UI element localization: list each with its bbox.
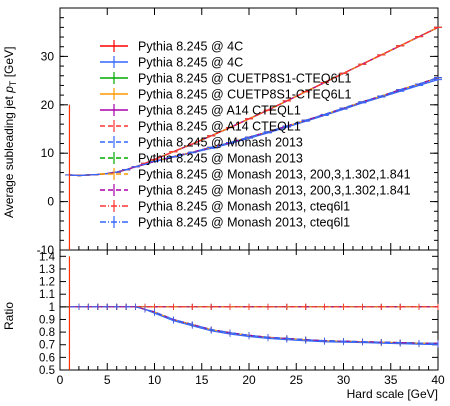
- top-y-axis-label: Average subleading jet pT [GeV]: [2, 47, 18, 218]
- x-tick-label: 5: [104, 373, 111, 387]
- top-y-tick-label: 0: [47, 195, 54, 209]
- bottom-y-tick-label: 1.3: [39, 264, 55, 276]
- series-line-ratio-10: [69, 306, 439, 344]
- bottom-y-axis-label: Ratio: [2, 302, 16, 330]
- legend-entry-label: Pythia 8.245 @ Monash 2013, cteq6l1: [138, 216, 350, 230]
- x-tick-label: 40: [431, 373, 445, 387]
- legend-entry-label: Pythia 8.245 @ Monash 2013: [138, 152, 303, 166]
- bottom-y-tick-label: 0.8: [39, 327, 55, 339]
- top-y-axis-label-main: Average subleading jet: [2, 93, 16, 218]
- x-tick-label: 35: [384, 373, 398, 387]
- bottom-y-tick-label: 1: [49, 302, 55, 314]
- x-tick-label: 0: [57, 373, 64, 387]
- x-tick-label: 25: [290, 373, 304, 387]
- series-line-ratio-6: [69, 306, 439, 344]
- legend-entry-label: Pythia 8.245 @ Monash 2013, 200,3,1.302,…: [138, 184, 411, 198]
- bottom-y-tick-label: 1.2: [39, 277, 55, 289]
- legend-entry-label: Pythia 8.245 @ CUETP8S1-CTEQ6L1: [138, 72, 352, 86]
- bottom-y-tick-label: 0.9: [39, 314, 55, 326]
- top-y-axis-label-symbol: p: [2, 86, 16, 94]
- bottom-panel-frame: [59, 249, 439, 371]
- x-tick-label: 15: [195, 373, 209, 387]
- legend-entry-label: Pythia 8.245 @ 4C: [138, 40, 243, 54]
- x-tick-label: 30: [337, 373, 351, 387]
- bottom-y-tick-label: 1.4: [39, 251, 56, 263]
- top-y-axis-label-unit: [GeV]: [2, 47, 16, 81]
- x-axis-label: Hard scale [GeV]: [347, 387, 438, 401]
- top-y-tick-label: 10: [41, 146, 55, 160]
- legend-entry-label: Pythia 8.245 @ 4C: [138, 56, 243, 70]
- top-y-tick-label: 30: [41, 49, 55, 63]
- x-tick-label: 10: [148, 373, 162, 387]
- top-y-tick-label: -10: [37, 243, 55, 257]
- top-y-tick-label: 20: [41, 98, 55, 112]
- series-line-ratio-12: [69, 306, 439, 344]
- legend-entry-label: Pythia 8.245 @ Monash 2013, cteq6l1: [138, 200, 350, 214]
- bottom-y-tick-label: 0.5: [39, 365, 55, 377]
- series-line-ratio-8: [69, 306, 439, 344]
- series-line-ratio-2: [69, 306, 439, 346]
- legend-entry-label: Pythia 8.245 @ A14 CTEQL1: [138, 104, 301, 118]
- legend-entry-label: Pythia 8.245 @ A14 CTEQL1: [138, 120, 301, 134]
- bottom-y-tick-label: 0.7: [39, 340, 55, 352]
- bottom-y-tick-label: 0.6: [39, 352, 55, 364]
- series-line-ratio-4: [69, 306, 439, 344]
- top-y-axis-label-subscript: T: [8, 80, 18, 86]
- legend-entry-label: Pythia 8.245 @ Monash 2013: [138, 136, 303, 150]
- legend-entry-label: Pythia 8.245 @ Monash 2013, 200,3,1.302,…: [138, 168, 411, 182]
- bottom-y-tick-label: 1.1: [39, 289, 55, 301]
- legend-entry-label: Pythia 8.245 @ CUETP8S1-CTEQ6L1: [138, 88, 352, 102]
- x-tick-label: 20: [242, 373, 256, 387]
